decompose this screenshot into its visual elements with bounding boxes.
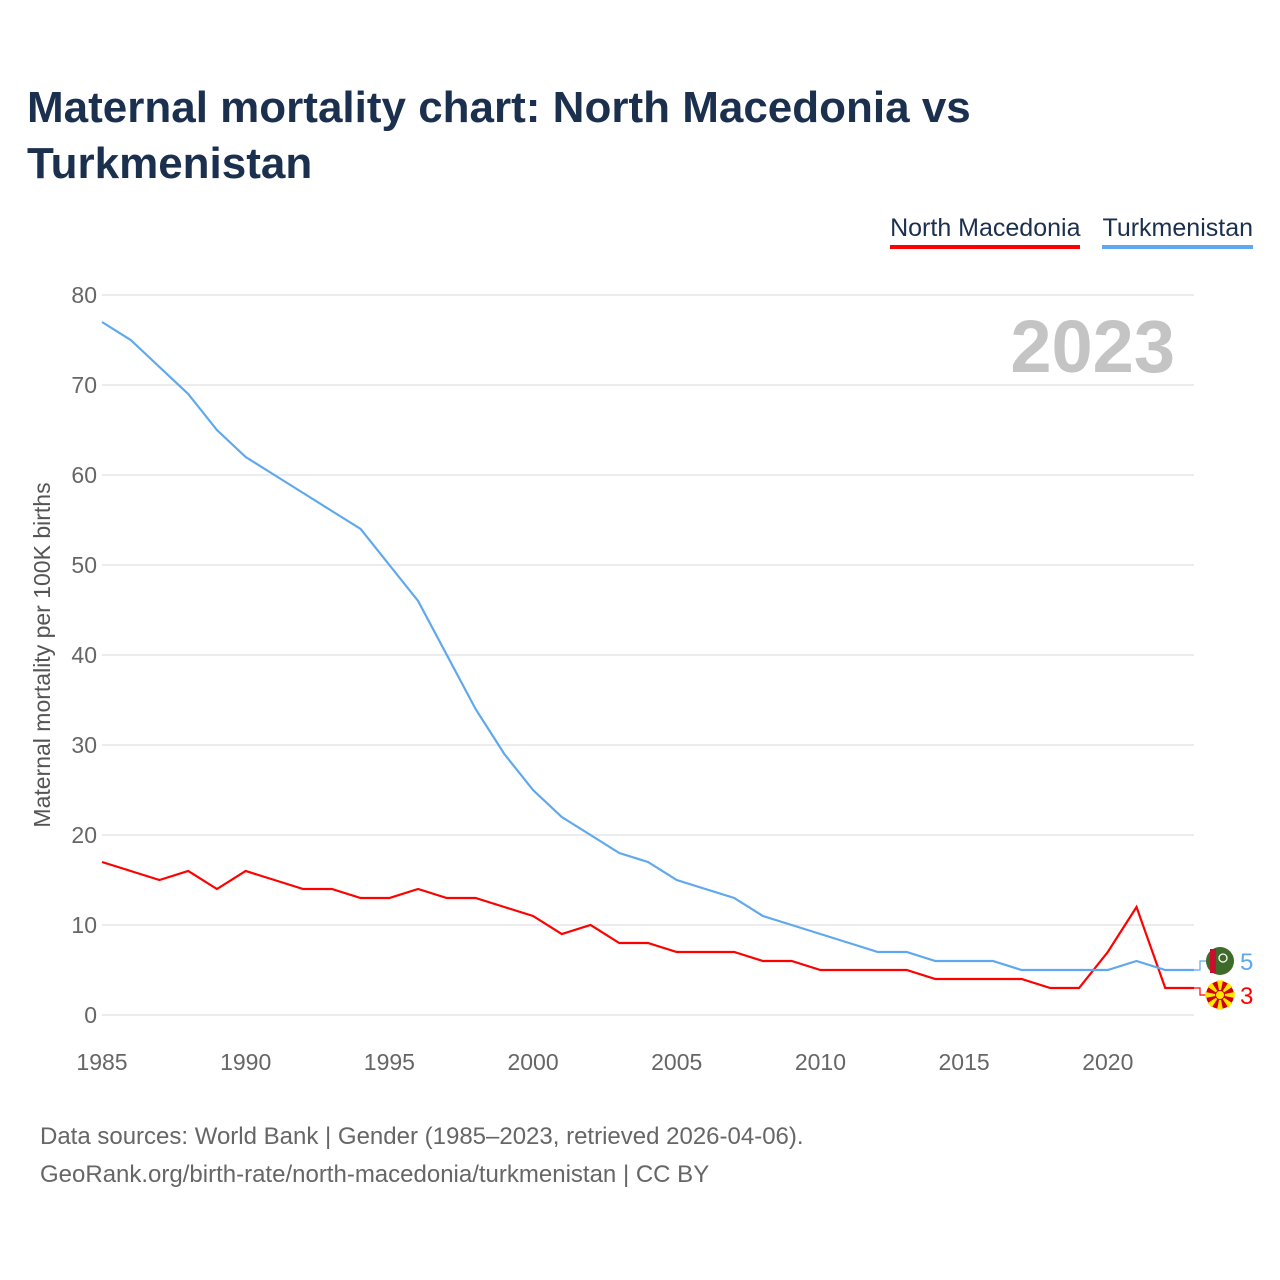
x-tick-label: 1990 [220, 1049, 271, 1075]
y-tick-label: 20 [71, 822, 97, 848]
legend: North Macedonia Turkmenistan [890, 214, 1253, 249]
year-watermark: 2023 [1010, 305, 1175, 388]
x-tick-label: 1995 [364, 1049, 415, 1075]
x-tick-label: 2000 [507, 1049, 558, 1075]
legend-north-macedonia[interactable]: North Macedonia [890, 214, 1081, 249]
end-value-label: 5 [1240, 949, 1253, 976]
footer-link[interactable]: GeoRank.org/birth-rate/north-macedonia/t… [40, 1161, 710, 1188]
line-chart: 0 10 20 30 40 50 60 70 80 1985 1990 1995 2000 2005 201… [29, 282, 1253, 1075]
chart-title: Maternal mortality chart: North Macedoni… [27, 83, 971, 188]
end-connector [1194, 960, 1206, 971]
legend-turkmenistan[interactable]: Turkmenistan [1102, 214, 1253, 249]
flag-ray [1217, 980, 1223, 995]
end-value-label: 3 [1240, 983, 1253, 1010]
flag-stripe [1210, 949, 1216, 973]
end-connector [1194, 987, 1206, 996]
flag-ray [1220, 992, 1235, 998]
x-tick-label: 2015 [939, 1049, 990, 1075]
footer: Data sources: World Bank | Gender (1985–… [40, 1118, 804, 1194]
x-tick-label: 2010 [795, 1049, 846, 1075]
y-tick-label: 50 [71, 552, 97, 578]
x-tick-label: 1985 [76, 1049, 127, 1075]
y-tick-label: 0 [84, 1002, 97, 1028]
series-line-turkmenistan [101, 321, 1194, 972]
y-tick-label: 30 [71, 732, 97, 758]
y-tick-label: 60 [71, 462, 97, 488]
y-axis-label: Maternal mortality per 100K births [29, 482, 55, 827]
flag-ray [1205, 992, 1220, 998]
x-tick-label: 2020 [1082, 1049, 1133, 1075]
footer-sources: Data sources: World Bank | Gender (1985–… [40, 1123, 804, 1150]
y-tick-label: 70 [71, 372, 97, 398]
x-tick-label: 2005 [651, 1049, 702, 1075]
series-line-north-macedonia [101, 860, 1194, 990]
flag-ray [1217, 995, 1223, 1010]
flag-crescent [1218, 953, 1228, 963]
y-tick-label: 10 [71, 912, 97, 938]
y-tick-label: 80 [71, 282, 97, 308]
y-tick-label: 40 [71, 642, 97, 668]
flag-sun [1215, 990, 1225, 1000]
